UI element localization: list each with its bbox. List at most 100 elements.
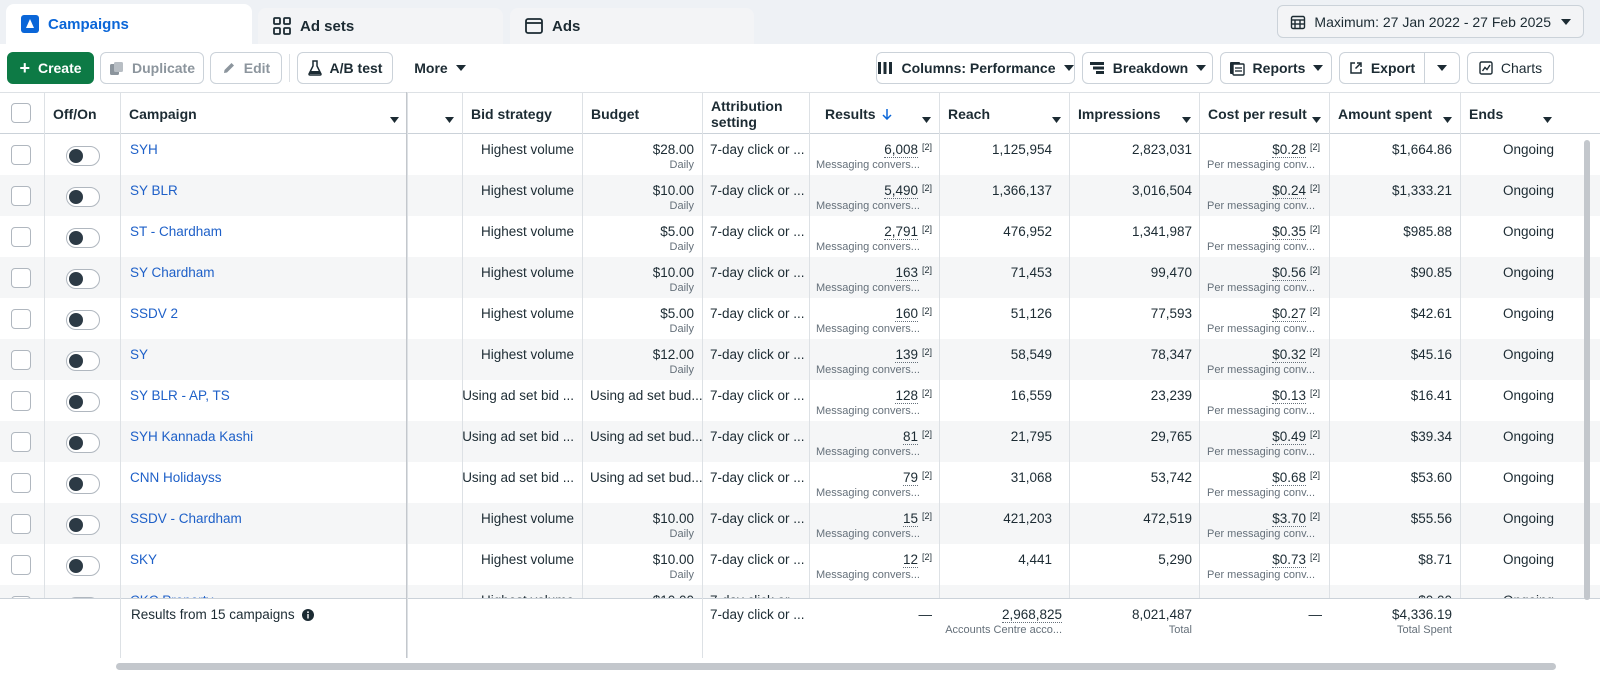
export-button[interactable]: Export bbox=[1339, 52, 1425, 84]
table-row[interactable]: SYH Kannada Kashi Using ad set bid ... Usi… bbox=[0, 421, 1600, 462]
caret-down-icon[interactable] bbox=[1052, 110, 1061, 126]
breakdown-button[interactable]: Breakdown bbox=[1082, 52, 1213, 84]
select-all-checkbox[interactable] bbox=[11, 103, 31, 123]
date-range-picker[interactable]: Maximum: 27 Jan 2022 - 27 Feb 2025 bbox=[1277, 5, 1584, 38]
ab-test-button[interactable]: A/B test bbox=[297, 52, 393, 84]
table-row[interactable]: ST - Chardham Highest volume $5.00 Daily 7-d… bbox=[0, 216, 1600, 257]
campaign-toggle[interactable] bbox=[66, 146, 100, 166]
tab-campaigns[interactable]: Campaigns bbox=[6, 4, 252, 44]
footer-reach: 2,968,825 bbox=[1001, 607, 1062, 623]
caret-down-icon[interactable] bbox=[1312, 110, 1321, 126]
campaign-name-link[interactable]: SSDV 2 bbox=[130, 306, 179, 321]
columns-label: Columns: Performance bbox=[901, 60, 1056, 76]
campaign-toggle[interactable] bbox=[66, 433, 100, 453]
campaign-name-link[interactable]: SY Chardham bbox=[130, 265, 215, 280]
col-header-reach[interactable]: Reach bbox=[939, 93, 1069, 134]
col-header-cost-per-result[interactable]: Cost per result bbox=[1199, 93, 1329, 134]
table-row[interactable]: SSDV - Chardham Highest volume $10.00 Daily… bbox=[0, 503, 1600, 544]
campaign-name-link[interactable]: ST - Chardham bbox=[130, 224, 223, 239]
campaign-toggle[interactable] bbox=[66, 351, 100, 371]
impressions-value: 78,347 bbox=[1150, 347, 1192, 362]
col-header-results[interactable]: Results bbox=[809, 93, 939, 134]
export-dropdown-button[interactable] bbox=[1424, 52, 1460, 84]
table-row[interactable]: SY BLR Highest volume $10.00 Daily 7-day cli… bbox=[0, 175, 1600, 216]
impressions-value: 29,765 bbox=[1150, 429, 1192, 444]
breakdown-label: Breakdown bbox=[1112, 60, 1189, 76]
caret-down-icon[interactable] bbox=[1543, 110, 1552, 126]
row-checkbox[interactable] bbox=[11, 309, 31, 329]
col-header-bid-strategy[interactable]: Bid strategy bbox=[471, 105, 552, 122]
budget-type: Daily bbox=[669, 364, 694, 376]
columns-button[interactable]: Columns: Performance bbox=[876, 52, 1075, 84]
tab-ad-sets[interactable]: Ad sets bbox=[258, 8, 503, 44]
footer-impressions-sub: Total bbox=[1168, 624, 1192, 636]
col-header-impressions[interactable]: Impressions bbox=[1069, 93, 1199, 134]
campaign-toggle[interactable] bbox=[66, 310, 100, 330]
campaign-toggle[interactable] bbox=[66, 228, 100, 248]
reports-button[interactable]: Reports bbox=[1220, 52, 1332, 84]
col-header-budget[interactable]: Budget bbox=[591, 105, 640, 122]
campaign-name-link[interactable]: SYH bbox=[130, 142, 158, 157]
row-checkbox[interactable] bbox=[11, 432, 31, 452]
row-checkbox[interactable] bbox=[11, 391, 31, 411]
campaign-name-link[interactable]: CNN Holidayss bbox=[130, 470, 222, 485]
table-row[interactable]: SY BLR - AP, TS Using ad set bid ... Using… bbox=[0, 380, 1600, 421]
campaign-name-link[interactable]: SY bbox=[130, 347, 149, 362]
budget-type: Daily bbox=[669, 528, 694, 540]
table-row[interactable]: SSDV 2 Highest volume $5.00 Daily 7-day clic… bbox=[0, 298, 1600, 339]
caret-down-icon[interactable] bbox=[1443, 110, 1452, 126]
create-button[interactable]: + Create bbox=[7, 52, 94, 84]
campaign-name-link[interactable]: SSDV - Chardham bbox=[130, 511, 242, 526]
more-button[interactable]: More bbox=[404, 52, 476, 84]
footnote-mark: [2] bbox=[921, 347, 932, 357]
row-checkbox[interactable] bbox=[11, 227, 31, 247]
footer-impressions: 8,021,487 bbox=[1131, 607, 1192, 622]
campaign-toggle[interactable] bbox=[66, 474, 100, 494]
caret-down-icon[interactable] bbox=[922, 110, 931, 126]
charts-button[interactable]: Charts bbox=[1467, 52, 1554, 84]
campaign-toggle[interactable] bbox=[66, 269, 100, 289]
caret-down-icon[interactable] bbox=[390, 110, 399, 126]
budget: $10.00 bbox=[652, 511, 694, 526]
col-header-offon[interactable]: Off/On bbox=[53, 105, 97, 122]
vertical-scrollbar[interactable] bbox=[1584, 140, 1590, 600]
column-divider bbox=[1069, 92, 1070, 598]
table-row[interactable]: SY Chardham Highest volume $10.00 Daily 7-da… bbox=[0, 257, 1600, 298]
footnote-mark: [2] bbox=[921, 388, 932, 398]
col-header-amount-spent[interactable]: Amount spent bbox=[1329, 93, 1460, 134]
campaign-name-link[interactable]: SY BLR - AP, TS bbox=[130, 388, 230, 403]
table-row[interactable]: SY Highest volume $12.00 Daily 7-day click o… bbox=[0, 339, 1600, 380]
row-checkbox[interactable] bbox=[11, 514, 31, 534]
table-row[interactable]: CNN Holidayss Using ad set bid ... Using a… bbox=[0, 462, 1600, 503]
campaign-toggle[interactable] bbox=[66, 187, 100, 207]
col-header-hidden[interactable] bbox=[407, 93, 462, 134]
campaign-name-link[interactable]: SY BLR bbox=[130, 183, 178, 198]
table-row[interactable]: SKY Highest volume $10.00 Daily 7-day click … bbox=[0, 544, 1600, 585]
row-checkbox[interactable] bbox=[11, 145, 31, 165]
col-header-attribution[interactable]: Attribution setting bbox=[711, 97, 783, 130]
impressions-value: 23,239 bbox=[1150, 388, 1192, 403]
row-checkbox[interactable] bbox=[11, 268, 31, 288]
campaign-name-link[interactable]: SYH Kannada Kashi bbox=[130, 429, 254, 444]
info-icon[interactable] bbox=[302, 609, 315, 621]
table-row[interactable]: SYH Highest volume $28.00 Daily 7-day click … bbox=[0, 134, 1600, 175]
caret-down-icon[interactable] bbox=[445, 110, 454, 126]
campaign-name-link[interactable]: SKY bbox=[130, 552, 158, 567]
col-header-ends[interactable]: Ends bbox=[1460, 93, 1560, 134]
row-checkbox[interactable] bbox=[11, 350, 31, 370]
duplicate-button[interactable]: Duplicate bbox=[100, 52, 204, 84]
cost-per-result-type: Per messaging conv... bbox=[1207, 282, 1316, 294]
reach-value: 1,366,137 bbox=[991, 183, 1052, 198]
col-header-campaign[interactable]: Campaign bbox=[120, 93, 407, 134]
row-checkbox[interactable] bbox=[11, 186, 31, 206]
campaign-toggle[interactable] bbox=[66, 515, 100, 535]
row-checkbox[interactable] bbox=[11, 555, 31, 575]
campaign-toggle[interactable] bbox=[66, 392, 100, 412]
campaign-toggle[interactable] bbox=[66, 556, 100, 576]
caret-down-icon[interactable] bbox=[1182, 110, 1191, 126]
tab-ads[interactable]: Ads bbox=[510, 8, 754, 44]
horizontal-scrollbar[interactable] bbox=[116, 663, 1556, 670]
row-checkbox[interactable] bbox=[11, 473, 31, 493]
amount-spent-value: $16.41 bbox=[1410, 388, 1452, 403]
edit-button[interactable]: Edit bbox=[210, 52, 282, 84]
